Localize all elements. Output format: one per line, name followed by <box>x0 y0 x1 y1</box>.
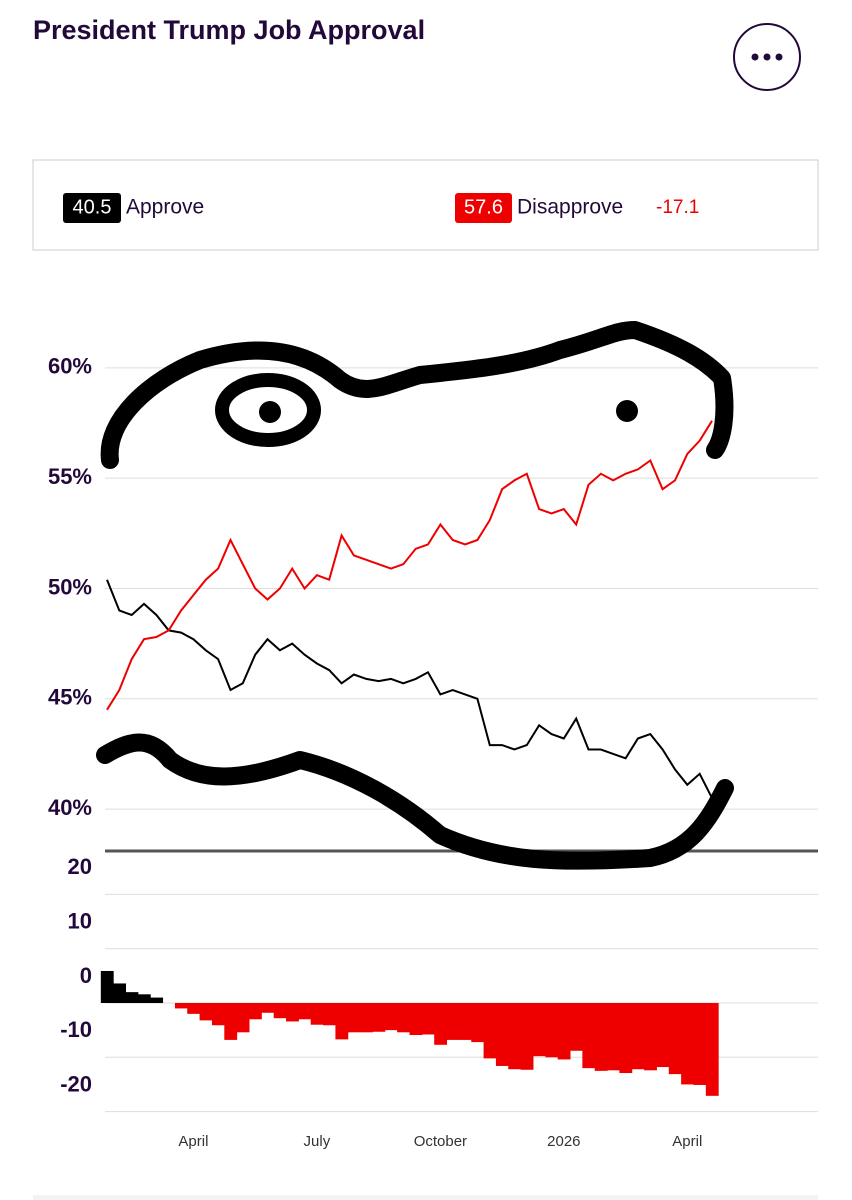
disapprove-value: 57.6 <box>464 196 503 218</box>
net-column <box>372 1003 386 1032</box>
net-column <box>693 1003 707 1085</box>
net-column <box>335 1003 349 1040</box>
net-column <box>471 1003 485 1043</box>
page-title: President Trump Job Approval <box>33 15 425 45</box>
disapprove-label: Disapprove <box>517 196 623 219</box>
net-column <box>644 1003 657 1071</box>
net-column <box>125 992 139 1003</box>
net-column <box>681 1003 694 1085</box>
net-column <box>323 1003 336 1026</box>
net-column <box>656 1003 670 1068</box>
y-tick-label: 45% <box>48 685 92 710</box>
menu-button[interactable] <box>733 23 801 91</box>
net-column <box>397 1003 410 1033</box>
net-column <box>298 1003 312 1020</box>
net-column <box>100 970 114 1003</box>
footer-strip <box>33 1195 818 1200</box>
net-column <box>113 983 127 1003</box>
net-column <box>211 1003 225 1026</box>
net-column <box>570 1003 583 1051</box>
y-tick-label: 55% <box>48 464 92 489</box>
net-column <box>310 1003 324 1025</box>
net-value: -17.1 <box>656 197 699 218</box>
net-column <box>631 1003 645 1070</box>
net-column <box>137 994 151 1003</box>
net-column <box>545 1003 559 1058</box>
net-column <box>582 1003 596 1069</box>
y-tick-label: -20 <box>60 1071 92 1096</box>
net-column <box>495 1003 509 1066</box>
net-column <box>150 997 164 1003</box>
y-tick-label: 40% <box>48 795 92 820</box>
net-column <box>520 1003 534 1070</box>
net-column <box>483 1003 497 1059</box>
net-column <box>594 1003 608 1071</box>
net-column <box>705 1003 719 1096</box>
net-column <box>421 1003 435 1035</box>
net-column <box>384 1003 398 1031</box>
net-column <box>174 1003 188 1009</box>
y-tick-label: -10 <box>60 1017 92 1042</box>
x-tick-label: April <box>178 1133 208 1150</box>
net-column <box>434 1003 448 1045</box>
net-column <box>446 1003 460 1040</box>
net-column <box>619 1003 633 1074</box>
net-column <box>273 1003 287 1019</box>
approve-value: 40.5 <box>73 196 112 218</box>
net-column <box>360 1003 373 1033</box>
y-tick-label: 60% <box>48 354 92 379</box>
y-tick-label: 50% <box>48 574 92 599</box>
y-tick-label: 0 <box>80 963 92 988</box>
net-column <box>248 1003 262 1020</box>
net-column <box>347 1003 361 1033</box>
net-column <box>261 1003 275 1013</box>
y-tick-label: 20 <box>68 854 92 879</box>
x-tick-label: October <box>414 1133 467 1150</box>
net-column <box>532 1003 546 1057</box>
net-column <box>409 1003 423 1036</box>
net-column <box>458 1003 472 1040</box>
approve-label: Approve <box>126 196 204 219</box>
net-column <box>557 1003 571 1060</box>
net-column <box>508 1003 522 1070</box>
approve-badge <box>63 193 121 223</box>
net-column <box>607 1003 620 1071</box>
net-column <box>187 1003 201 1014</box>
series-line <box>106 579 713 799</box>
y-tick-label: 10 <box>68 909 92 934</box>
doodle <box>96 321 734 870</box>
net-column <box>224 1003 238 1040</box>
series-line <box>106 420 713 711</box>
net-column <box>286 1003 299 1022</box>
x-tick-label: 2026 <box>547 1133 580 1150</box>
net-column <box>236 1003 250 1033</box>
x-tick-label: April <box>672 1133 702 1150</box>
x-tick-label: July <box>304 1133 331 1150</box>
net-column <box>668 1003 682 1075</box>
summary-box <box>32 159 819 251</box>
net-column <box>199 1003 213 1021</box>
disapprove-badge <box>455 193 512 223</box>
